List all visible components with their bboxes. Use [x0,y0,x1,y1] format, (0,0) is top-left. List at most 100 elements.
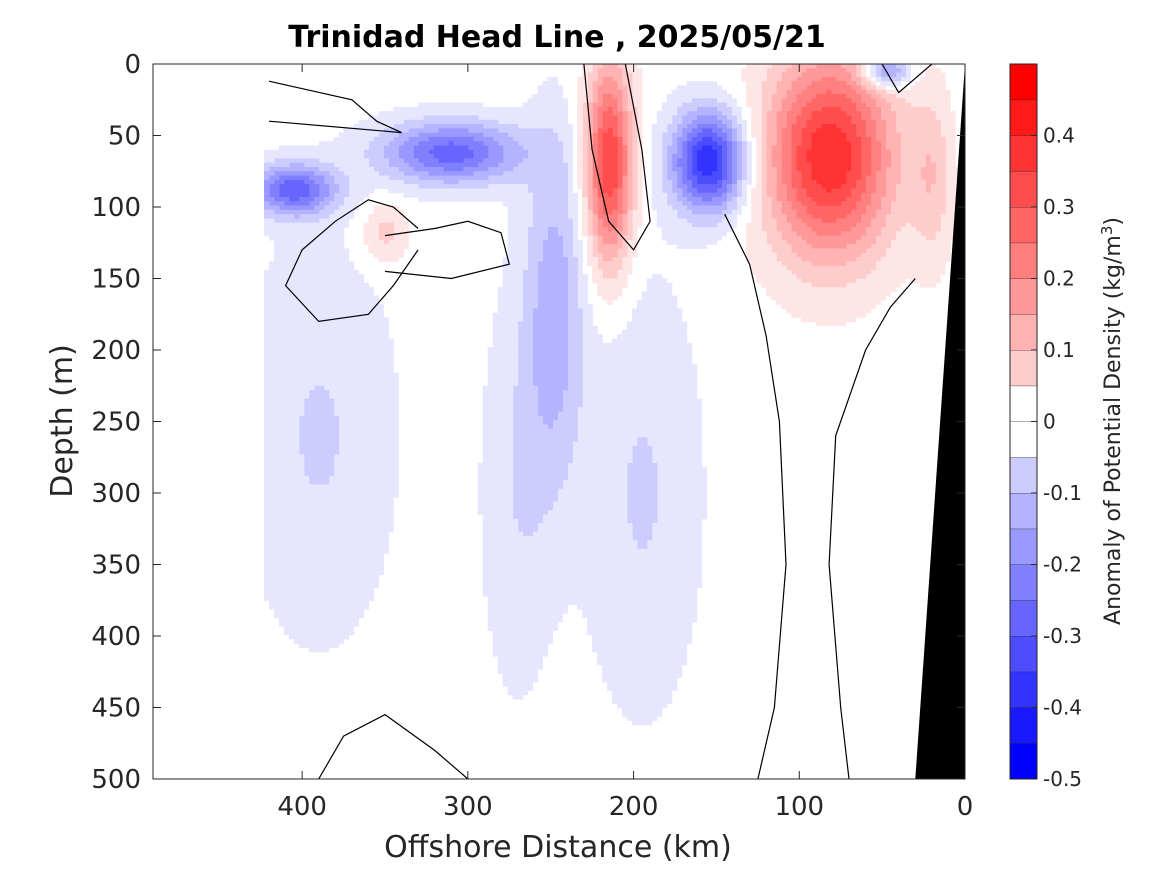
field-cell [885,106,892,112]
field-cell [691,235,698,241]
field-cell [746,94,752,99]
field-cell [766,278,772,284]
field-cell [661,398,668,404]
field-cell [686,398,693,404]
field-cell [641,677,648,683]
field-cell [691,591,698,597]
field-cell [835,205,842,211]
field-cell [681,214,688,220]
field-cell [621,656,628,661]
field-cell [875,85,882,91]
field-cell [621,424,628,430]
field-cell [626,72,633,78]
field-cell [691,527,698,533]
field-cell [925,132,931,138]
field-cell [701,119,708,125]
field-cell [820,89,827,95]
field-cell [815,145,822,151]
field-cell [686,85,693,91]
field-cell [691,454,698,460]
field-cell [706,89,713,95]
field-cell [766,214,772,220]
field-cell [686,192,693,198]
field-cell [646,591,653,597]
field-cell [661,583,668,588]
field-cell [666,415,673,421]
field-cell [612,141,618,147]
field-cell [631,548,638,554]
field-cell [686,368,693,374]
field-cell [875,64,882,69]
field-cell [776,136,782,142]
field-cell [945,111,951,117]
field-cell [820,76,827,82]
field-cell [617,497,623,503]
field-cell [781,295,787,301]
field-cell [686,540,693,546]
field-cell [791,184,797,190]
field-cell [726,154,732,159]
field-cell [910,111,916,117]
field-cell [840,85,847,91]
field-cell [870,154,877,159]
field-cell [691,124,698,129]
field-cell [612,239,618,245]
field-cell [646,557,653,563]
field-cell [895,106,901,112]
field-cell [671,402,678,408]
field-cell [607,518,613,524]
field-cell [621,239,628,245]
field-cell [617,535,623,541]
field-cell [612,394,618,400]
field-cell [607,175,613,181]
field-cell [855,184,862,190]
field-cell [815,321,822,327]
field-cell [890,106,896,112]
field-cell [661,467,668,473]
field-cell [656,643,663,649]
field-cell [686,501,693,507]
field-cell [612,420,618,425]
field-cell [800,179,807,185]
field-cell [607,458,613,464]
field-cell [930,248,936,254]
field-cell [666,287,673,292]
field-cell [636,106,643,112]
field-cell [656,664,663,670]
field-cell [641,398,648,404]
field-cell [636,647,643,653]
field-cell [741,196,747,202]
field-cell [860,312,867,318]
field-cell [825,231,832,237]
field-cell [631,124,638,129]
field-cell [776,222,782,228]
field-cell [716,175,722,181]
field-cell [880,291,887,297]
field-cell [607,252,613,258]
field-cell [681,617,688,623]
field-cell [950,201,956,207]
field-cell [661,608,668,614]
field-cell [800,218,807,224]
field-cell [791,85,797,91]
field-cell [930,171,936,177]
field-cell [617,287,623,292]
field-cell [641,372,648,378]
field-cell [641,574,648,580]
field-cell [880,136,887,142]
field-cell [845,175,852,181]
field-cell [681,102,688,108]
field-cell [741,175,747,181]
field-cell [930,85,936,91]
field-cell [661,390,668,395]
field-cell [612,145,618,151]
field-cell [870,162,877,168]
field-cell [920,214,926,220]
field-cell [810,81,817,87]
field-cell [810,154,817,159]
field-cell [805,102,812,108]
field-cell [825,244,832,250]
field-cell [676,432,683,438]
field-cell [691,85,698,91]
field-cell [602,282,608,288]
